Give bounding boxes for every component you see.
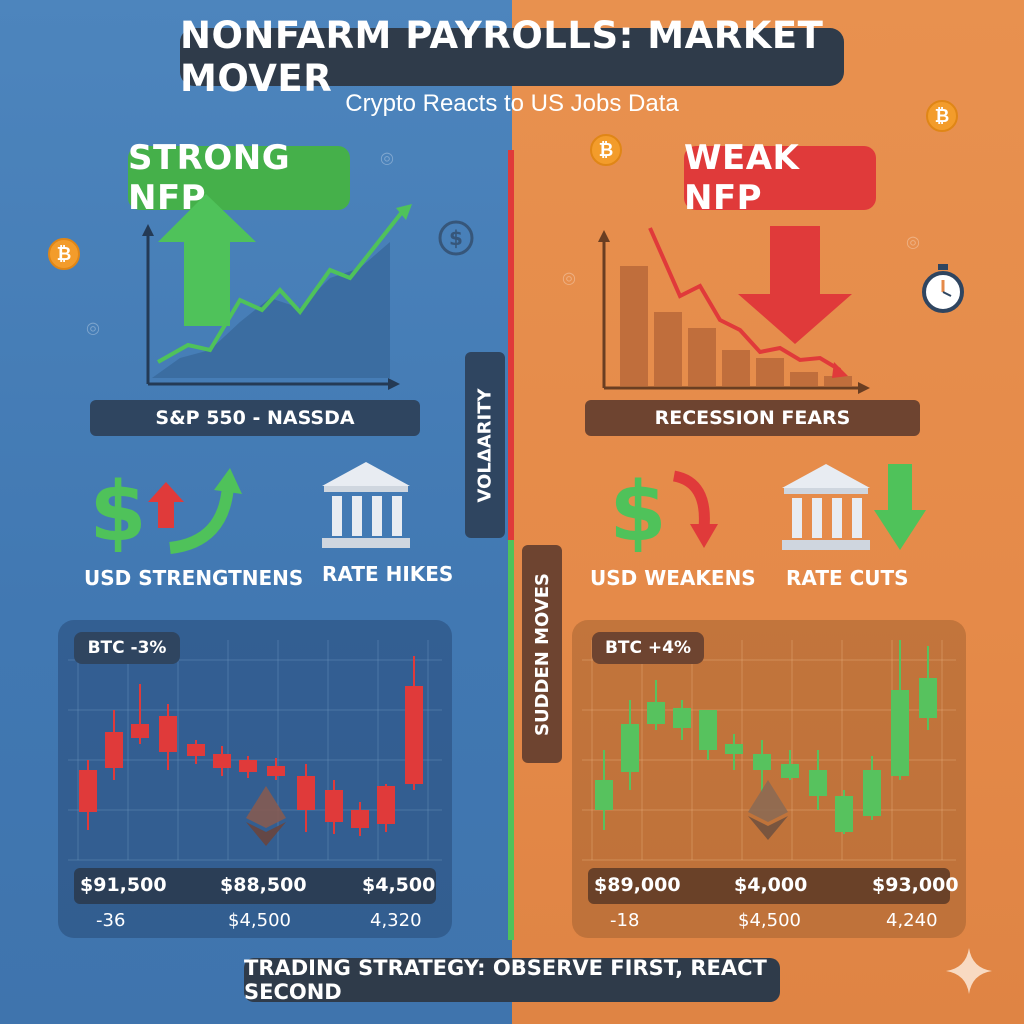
title-banner: NONFARM PAYROLLS: MARKET MOVER <box>180 14 844 100</box>
ethereum-icon <box>748 780 788 840</box>
candlestick <box>267 758 285 780</box>
candlestick <box>673 700 691 740</box>
ethereum-icon <box>246 786 286 846</box>
left-price-3: $4,500 <box>362 874 436 896</box>
faint-coin-icon: ◎ <box>86 318 100 337</box>
left-price-2: $88,500 <box>220 874 307 896</box>
page-title: NONFARM PAYROLLS: MARKET MOVER <box>180 14 824 100</box>
rate-cuts-icon <box>782 464 926 550</box>
dollar-icon: $ <box>89 465 146 560</box>
right-subprice-3: 4,240 <box>886 910 938 931</box>
falling-market-chart <box>598 226 870 394</box>
candlestick <box>325 780 343 834</box>
volatility-label: VOLΔARITY <box>474 387 496 503</box>
market-index-label-bar: S&P 550 - NASSDA <box>90 400 420 436</box>
candlestick <box>809 750 827 810</box>
btc-down-price-bar <box>74 868 436 904</box>
candlestick <box>79 760 97 830</box>
candlestick <box>647 680 665 730</box>
btc-up-candlestick-chart <box>582 640 956 861</box>
candlestick <box>753 740 771 792</box>
left-subprice-1: -36 <box>96 910 126 931</box>
candlestick <box>595 750 613 830</box>
candlestick <box>131 684 149 744</box>
bitcoin-icon: ₿ <box>48 238 80 270</box>
dollar-coin-icon: $ <box>438 220 474 256</box>
left-price-1: $91,500 <box>80 874 167 896</box>
dollar-icon: $ <box>609 465 666 560</box>
usd-strengthens-icon: $ <box>89 465 242 560</box>
candlestick <box>239 756 257 778</box>
bank-icon <box>322 462 410 548</box>
candlestick <box>377 784 395 832</box>
bitcoin-icon: ₿ <box>590 134 622 166</box>
right-price-3: $93,000 <box>872 874 959 896</box>
weak-nfp-badge: WEAK NFP <box>684 138 876 218</box>
candlestick <box>297 764 315 832</box>
rate-hikes-caption: RATE HIKES <box>322 562 454 586</box>
btc-up-label: BTC +4% <box>604 638 692 658</box>
weak-nfp-label: WEAK NFP <box>684 138 800 218</box>
right-price-2: $4,000 <box>734 874 808 896</box>
candlestick <box>405 656 423 790</box>
down-arrow-icon <box>874 464 926 550</box>
strong-nfp-badge: STRONG NFP <box>128 138 350 218</box>
sudden-moves-label: SUDDEN MOVES <box>531 572 553 736</box>
right-price-1: $89,000 <box>594 874 681 896</box>
up-arrow-icon <box>148 482 184 528</box>
usd-strengthens-caption: USD STRENGTNENS <box>84 566 304 590</box>
right-subprice-1: -18 <box>610 910 640 931</box>
candlestick <box>835 790 853 834</box>
candlestick <box>699 710 717 760</box>
recession-fears-label-bar: RECESSION FEARS <box>585 400 920 436</box>
sudden-moves-tag: SUDDEN MOVES <box>522 545 562 763</box>
bitcoin-icon: ₿ <box>926 100 958 132</box>
strategy-banner: TRADING STRATEGY: OBSERVE FIRST, REACT S… <box>244 956 780 1004</box>
candlestick <box>863 756 881 820</box>
market-index-label: S&P 550 - NASSDA <box>155 407 355 429</box>
faint-coin-icon: ◎ <box>380 148 394 167</box>
candlestick <box>213 746 231 776</box>
right-subprice-2: $4,500 <box>738 910 801 931</box>
up-arrow-icon <box>158 194 256 326</box>
btc-down-candlestick-chart <box>68 640 442 861</box>
candlestick <box>187 740 205 764</box>
volatility-tag: VOLΔARITY <box>465 352 505 538</box>
sparkle-icon <box>946 948 992 994</box>
left-subprice-3: 4,320 <box>370 910 422 931</box>
faint-coin-icon: ◎ <box>562 268 576 287</box>
bank-icon <box>782 464 870 550</box>
usd-weakens-caption: USD WEAKENS <box>590 566 756 590</box>
btc-down-label: BTC -3% <box>87 638 167 658</box>
faint-coin-icon: ◎ <box>906 232 920 251</box>
rate-cuts-caption: RATE CUTS <box>786 566 909 590</box>
candlestick <box>351 802 369 836</box>
btc-up-tag: BTC +4% <box>592 632 704 664</box>
candlestick <box>781 750 799 780</box>
candlestick <box>891 640 909 780</box>
candlestick <box>725 734 743 770</box>
candlestick <box>621 700 639 790</box>
candlestick <box>919 646 937 730</box>
btc-down-tag: BTC -3% <box>74 632 180 664</box>
strategy-text: TRADING STRATEGY: OBSERVE FIRST, REACT S… <box>244 956 767 1004</box>
page-subtitle: Crypto Reacts to US Jobs Data <box>345 90 679 117</box>
left-subprice-2: $4,500 <box>228 910 291 931</box>
recession-fears-label: RECESSION FEARS <box>654 407 851 429</box>
candlestick <box>159 704 177 770</box>
btc-up-price-bar <box>588 868 950 904</box>
svg-text:$: $ <box>449 226 463 250</box>
down-arrow-icon <box>690 524 718 548</box>
stopwatch-icon <box>922 264 964 313</box>
down-arrow-icon <box>738 226 852 344</box>
rising-market-chart <box>142 194 412 390</box>
candlestick <box>105 710 123 780</box>
usd-weakens-icon: $ <box>609 465 718 560</box>
